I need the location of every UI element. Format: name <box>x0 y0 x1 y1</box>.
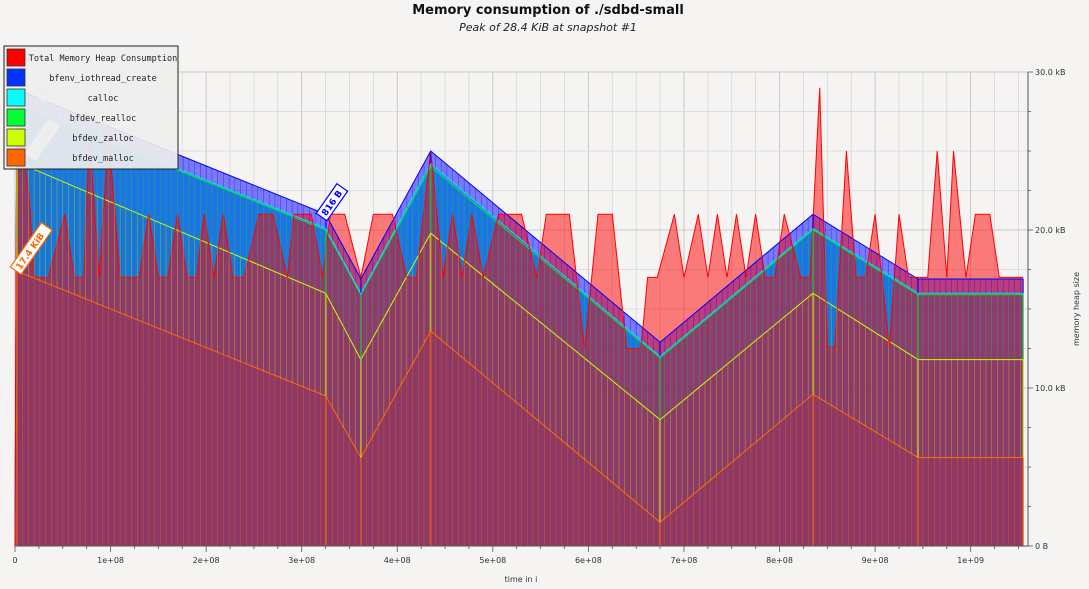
x-tick-label: 5e+08 <box>479 556 506 565</box>
legend: Total Memory Heap Consumption bfenv_iothr… <box>4 46 178 169</box>
y-tick-label: 10.0 kB <box>1035 384 1065 393</box>
x-tick-label: 3e+08 <box>288 556 315 565</box>
x-axis-label: time in i <box>505 575 538 584</box>
chart-subtitle: Peak of 28.4 KiB at snapshot #1 <box>459 21 637 34</box>
legend-swatch <box>7 49 25 66</box>
legend-label: bfenv_iothread_create <box>49 74 156 84</box>
legend-swatch <box>7 149 25 166</box>
x-tick-label: 1e+08 <box>97 556 124 565</box>
legend-label: calloc <box>88 94 119 104</box>
legend-label: Total Memory Heap Consumption <box>29 54 177 64</box>
chart-title: Memory consumption of ./sdbd-small <box>412 3 684 18</box>
y-tick-label: 20.0 kB <box>1035 226 1065 235</box>
y-tick-label: 0 B <box>1035 542 1048 551</box>
x-tick-label: 7e+08 <box>671 556 698 565</box>
x-tick-label: 4e+08 <box>384 556 411 565</box>
legend-box <box>4 46 178 169</box>
legend-swatch <box>7 129 25 146</box>
y-tick-label: 30.0 kB <box>1035 68 1065 77</box>
x-tick-label: 2e+08 <box>193 556 220 565</box>
legend-swatch <box>7 89 25 106</box>
x-tick-label: 6e+08 <box>575 556 602 565</box>
legend-label: bfdev_realloc <box>70 114 137 124</box>
x-tick-label: 1e+09 <box>957 556 984 565</box>
legend-label: bfdev_malloc <box>72 154 133 164</box>
y-axis-label: memory heap size <box>1072 272 1081 346</box>
x-tick-label: 9e+08 <box>862 556 889 565</box>
x-tick-label: 8e+08 <box>766 556 793 565</box>
legend-swatch <box>7 109 25 126</box>
legend-swatch <box>7 69 25 86</box>
legend-label: bfdev_zalloc <box>72 134 133 144</box>
x-tick-label: 0 <box>12 556 17 565</box>
